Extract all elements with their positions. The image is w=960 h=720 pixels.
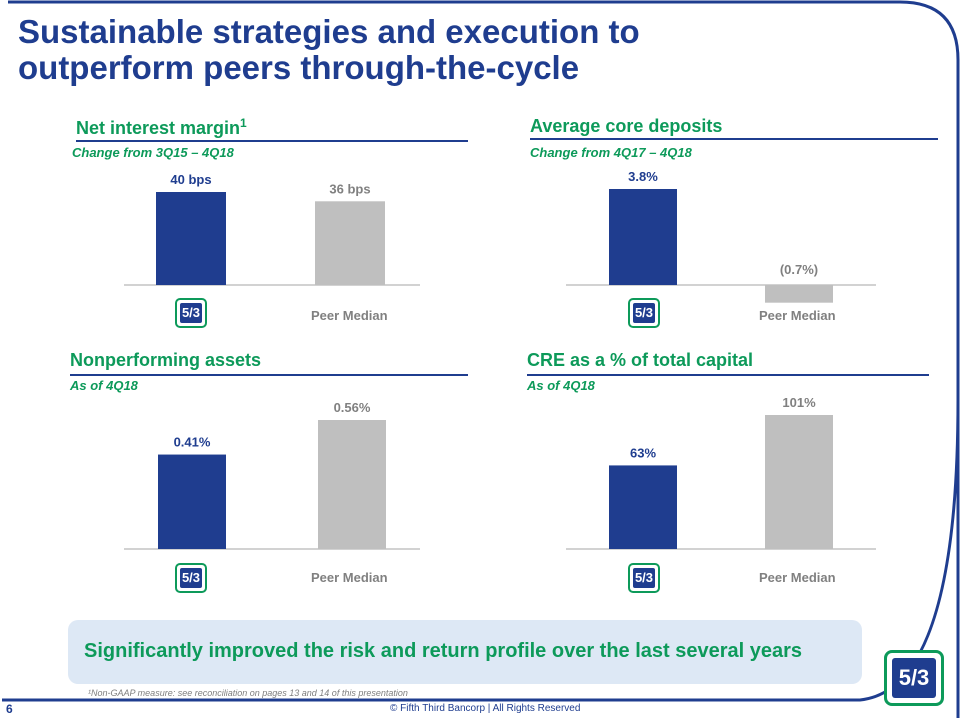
data-label-average-core-deposits-peer-median: (0.7%) <box>780 262 818 277</box>
panel-title-text: Net interest margin <box>76 118 241 138</box>
logo-text: 5/3 <box>633 568 655 588</box>
category-label-peer-median: Peer Median <box>311 570 388 585</box>
footnote-marker: 1 <box>240 116 247 130</box>
data-label-net-interest-margin-peer-median: 36 bps <box>329 181 370 196</box>
slide-title-line1: Sustainable strategies and execution to <box>18 13 640 50</box>
copyright: © Fifth Third Bancorp | All Rights Reser… <box>390 703 581 714</box>
panel-title: Average core deposits <box>530 116 723 136</box>
category-label-peer-median: Peer Median <box>759 308 836 323</box>
panel-subtitle: Change from 4Q17 – 4Q18 <box>530 145 692 160</box>
data-label-nonperforming-assets-fifth-third: 0.41% <box>174 435 211 450</box>
panel-rule <box>70 374 468 376</box>
banner-text: Significantly improved the risk and retu… <box>84 640 803 662</box>
data-label-net-interest-margin-fifth-third: 40 bps <box>170 172 211 187</box>
bar-nonperforming-assets-fifth-third <box>158 454 226 549</box>
panel-title: CRE as a % of total capital <box>527 350 754 370</box>
fifth-third-logo-icon: 5/3 <box>175 298 207 328</box>
data-label-average-core-deposits-fifth-third: 3.8% <box>628 169 658 184</box>
bar-nonperforming-assets-peer-median <box>318 420 386 549</box>
logo-text: 5/3 <box>180 303 202 323</box>
page-number: 6 <box>6 702 13 716</box>
logo-text: 5/3 <box>892 658 936 698</box>
slide-title: Sustainable strategies and execution to … <box>18 14 718 86</box>
panel-rule <box>527 374 929 376</box>
slide-title-line2: outperform peers through-the-cycle <box>18 49 580 86</box>
panel-average-core-deposits: Average core deposits Change from 4Q17 –… <box>530 116 938 336</box>
panel-nonperforming-assets: Nonperforming assets As of 4Q18 <box>70 350 468 590</box>
fifth-third-logo-icon: 5/3 <box>175 563 207 593</box>
bar-cre-total-capital-fifth-third <box>609 465 677 549</box>
bar-net-interest-margin-fifth-third <box>156 192 226 285</box>
fifth-third-logo-icon: 5/3 <box>628 298 660 328</box>
fifth-third-logo-icon: 5/3 <box>628 563 660 593</box>
panel-title: Nonperforming assets <box>70 350 262 370</box>
panel-subtitle: As of 4Q18 <box>70 378 138 393</box>
footnote: ¹Non-GAAP measure: see reconciliation on… <box>88 688 408 698</box>
bar-average-core-deposits-peer-median <box>765 285 833 303</box>
bar-average-core-deposits-fifth-third <box>609 189 677 285</box>
panel-cre-total-capital: CRE as a % of total capital As of 4Q18 <box>527 350 929 590</box>
data-label-nonperforming-assets-peer-median: 0.56% <box>334 400 371 415</box>
category-label-peer-median: Peer Median <box>759 570 836 585</box>
data-label-cre-total-capital-peer-median: 101% <box>782 395 816 410</box>
panel-title: Net interest margin1 <box>76 116 247 139</box>
panel-rule <box>530 138 938 140</box>
logo-text: 5/3 <box>180 568 202 588</box>
fifth-third-brand-logo-icon: 5/3 <box>884 650 944 706</box>
data-label-cre-total-capital-fifth-third: 63% <box>630 445 656 460</box>
bar-cre-total-capital-peer-median <box>765 415 833 549</box>
logo-text: 5/3 <box>633 303 655 323</box>
key-message-banner: Significantly improved the risk and retu… <box>68 620 862 684</box>
panel-subtitle: Change from 3Q15 – 4Q18 <box>72 145 234 160</box>
panel-rule <box>76 140 468 142</box>
category-label-peer-median: Peer Median <box>311 308 388 323</box>
bar-net-interest-margin-peer-median <box>315 201 385 285</box>
panel-subtitle: As of 4Q18 <box>527 378 595 393</box>
panel-net-interest-margin: Net interest margin1 Change from 3Q15 – … <box>72 116 468 336</box>
